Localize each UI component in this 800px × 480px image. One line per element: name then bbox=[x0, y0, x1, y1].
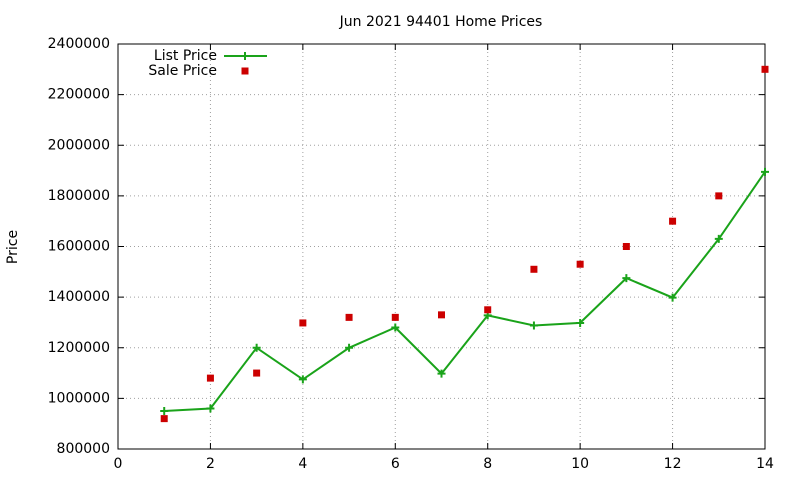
tick-labels: 0 2 4 6 8 10 12 14 800000 1000000 1200000 1400000 16… bbox=[48, 36, 774, 472]
sale-price-point bbox=[160, 415, 168, 423]
y-tick-label: 2400000 bbox=[48, 36, 110, 52]
list-price-point bbox=[345, 343, 354, 352]
list-price-point bbox=[622, 274, 631, 283]
sale-price-point bbox=[345, 313, 353, 321]
x-tick-label: 6 bbox=[391, 456, 400, 472]
sale-price-point bbox=[576, 260, 584, 268]
y-tick-label: 1400000 bbox=[48, 289, 110, 305]
legend-label-sale-price: Sale Price bbox=[148, 63, 217, 79]
y-tick-label: 1800000 bbox=[48, 188, 110, 204]
y-tick-label: 1000000 bbox=[48, 390, 110, 406]
sale-price-point bbox=[299, 319, 307, 327]
sale-price-point bbox=[669, 217, 677, 225]
list-price-point bbox=[668, 293, 677, 302]
sale-price-point bbox=[530, 265, 538, 273]
sale-price-point bbox=[391, 313, 399, 321]
sale-price-point bbox=[253, 369, 261, 377]
x-tick-label: 12 bbox=[664, 456, 682, 472]
y-axis-label: Price bbox=[5, 230, 21, 264]
sale-price-point bbox=[715, 192, 723, 200]
legend-marker-sale-price bbox=[241, 67, 249, 75]
legend: List Price Sale Price bbox=[148, 48, 267, 79]
x-tick-label: 0 bbox=[114, 456, 123, 472]
x-tick-label: 8 bbox=[483, 456, 492, 472]
x-tick-label: 4 bbox=[298, 456, 307, 472]
legend-label-list-price: List Price bbox=[154, 48, 217, 64]
series-layer bbox=[160, 65, 769, 423]
list-price-point bbox=[761, 167, 769, 176]
legend-marker-list-price bbox=[241, 52, 249, 60]
list-price-point bbox=[529, 321, 538, 330]
list-price-point bbox=[576, 318, 585, 327]
y-tick-label: 1600000 bbox=[48, 239, 110, 255]
list-price-point bbox=[714, 234, 723, 243]
axis-ticks bbox=[117, 43, 766, 450]
y-tick-label: 1200000 bbox=[48, 340, 110, 356]
list-price-point bbox=[391, 323, 400, 332]
sale-price-point bbox=[484, 306, 492, 314]
chart-title: Jun 2021 94401 Home Prices bbox=[339, 14, 543, 30]
sale-price-point bbox=[438, 311, 445, 319]
list-price-point bbox=[160, 407, 169, 416]
x-tick-label: 14 bbox=[756, 456, 774, 472]
sale-price-point bbox=[761, 65, 769, 73]
plot-frame bbox=[117, 43, 766, 450]
x-tick-label: 2 bbox=[206, 456, 215, 472]
list-price-point bbox=[298, 375, 307, 384]
sale-price-point bbox=[206, 374, 214, 382]
sale-price-point bbox=[622, 243, 630, 250]
y-tick-label: 2000000 bbox=[48, 137, 110, 153]
grid-lines bbox=[118, 44, 765, 449]
y-tick-label: 800000 bbox=[57, 441, 110, 457]
series-line-list-price bbox=[164, 171, 766, 412]
x-tick-label: 10 bbox=[571, 456, 589, 472]
list-price-point bbox=[206, 404, 215, 413]
list-price-point bbox=[437, 369, 446, 378]
y-tick-label: 2200000 bbox=[48, 87, 110, 103]
list-price-point bbox=[252, 343, 261, 352]
